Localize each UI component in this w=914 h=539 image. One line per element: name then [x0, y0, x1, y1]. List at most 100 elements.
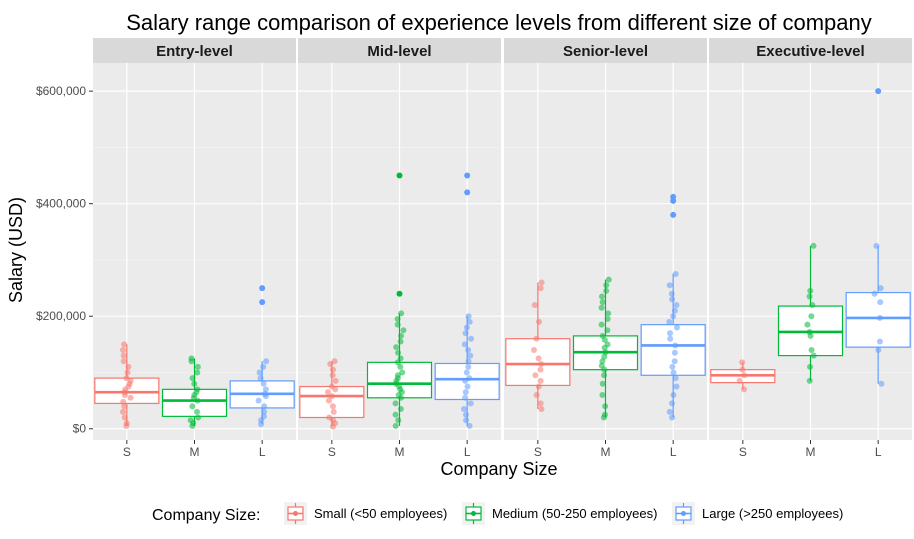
chart-title: Salary range comparison of experience le… — [126, 10, 872, 35]
data-point — [669, 296, 676, 303]
data-point — [395, 349, 402, 356]
box-group-S — [94, 341, 160, 429]
y-axis: $0 $200,000 $400,000 $600,000 — [36, 84, 93, 436]
data-point — [667, 335, 674, 342]
data-point — [668, 290, 675, 297]
data-point — [809, 301, 816, 308]
data-point — [538, 406, 545, 413]
legend-entry-S: Small (<50 employees) — [284, 502, 447, 525]
data-point — [669, 400, 676, 407]
data-point — [397, 355, 404, 362]
data-point — [397, 363, 404, 370]
box-group-S — [299, 358, 365, 430]
legend-key-point — [293, 511, 298, 516]
data-point — [465, 313, 472, 320]
data-point — [671, 349, 678, 356]
data-point — [598, 362, 605, 369]
x-tick-label: S — [328, 445, 336, 459]
data-point — [257, 375, 264, 382]
data-point — [256, 369, 263, 376]
data-point — [194, 369, 201, 376]
data-point — [260, 363, 267, 370]
legend-key-point — [471, 511, 476, 516]
data-point — [535, 355, 542, 362]
data-point — [806, 293, 813, 300]
box-group-L — [229, 285, 295, 428]
facet-panel: Executive-level S M L — [709, 38, 912, 459]
data-point — [810, 242, 817, 249]
data-point — [330, 408, 337, 415]
data-point — [875, 346, 882, 353]
data-point — [672, 375, 679, 382]
data-point — [810, 352, 817, 359]
data-point — [464, 383, 471, 390]
y-tick-label: $400,000 — [36, 197, 86, 211]
box-group-L — [845, 88, 911, 387]
data-point — [329, 403, 336, 410]
data-point — [873, 242, 880, 249]
outlier-point — [670, 211, 677, 218]
data-point — [876, 338, 883, 345]
x-tick-label: M — [806, 445, 816, 459]
data-point — [599, 299, 606, 306]
x-tick-label: L — [259, 445, 266, 459]
data-point — [121, 341, 128, 348]
data-point — [462, 394, 469, 401]
legend-label: Large (>250 employees) — [702, 506, 843, 521]
data-point — [332, 377, 339, 384]
box-group-M — [161, 355, 228, 429]
data-point — [261, 390, 268, 397]
data-point — [671, 307, 678, 314]
box-group-S — [710, 359, 776, 393]
data-point — [328, 393, 335, 400]
data-point — [261, 403, 268, 410]
data-point — [530, 346, 537, 353]
data-point — [673, 301, 680, 308]
data-point — [604, 341, 611, 348]
x-tick-label: L — [464, 445, 471, 459]
data-point — [263, 358, 270, 365]
data-point — [127, 394, 134, 401]
data-point — [739, 359, 746, 366]
data-point — [605, 310, 612, 317]
data-point — [125, 363, 132, 370]
data-point — [194, 363, 201, 370]
data-point — [466, 375, 473, 382]
data-point — [326, 414, 333, 421]
data-point — [673, 383, 680, 390]
data-point — [877, 299, 884, 306]
data-point — [671, 358, 678, 365]
data-point — [255, 397, 262, 404]
x-tick-label: M — [190, 445, 200, 459]
x-tick-label: S — [123, 445, 131, 459]
data-point — [189, 403, 196, 410]
legend-entry-L: Large (>250 employees) — [672, 502, 843, 525]
data-point — [397, 406, 404, 413]
data-point — [398, 310, 405, 317]
legend: Company Size: Small (<50 employees) Mediu… — [152, 502, 843, 525]
box-group-M — [777, 242, 844, 384]
legend-label: Medium (50-250 employees) — [492, 506, 657, 521]
data-point — [666, 330, 673, 337]
data-point — [598, 293, 605, 300]
data-point — [670, 369, 677, 376]
data-point — [397, 338, 404, 345]
data-point — [399, 369, 406, 376]
x-tick-label: M — [395, 445, 405, 459]
data-point — [602, 403, 609, 410]
data-point — [537, 400, 544, 407]
data-point — [393, 344, 400, 351]
data-point — [808, 313, 815, 320]
data-point — [736, 377, 743, 384]
data-point — [599, 358, 606, 365]
data-point — [670, 313, 677, 320]
facet-strip — [298, 38, 501, 63]
x-tick-label: L — [670, 445, 677, 459]
data-point — [462, 389, 469, 396]
data-point — [392, 400, 399, 407]
data-point — [533, 335, 540, 342]
data-point — [462, 411, 469, 418]
data-point — [536, 318, 543, 325]
data-point — [394, 316, 401, 323]
data-point — [672, 271, 679, 278]
